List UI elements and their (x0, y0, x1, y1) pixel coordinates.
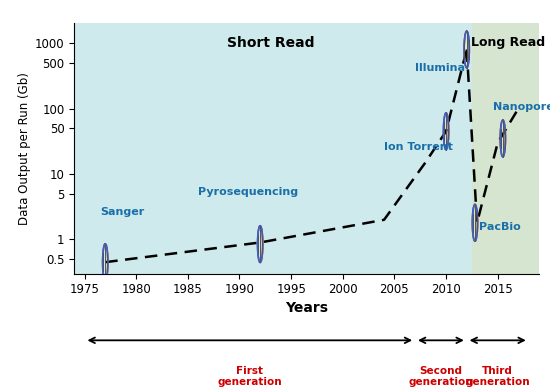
Bar (74, 23, 472, 274)
Text: Second
generation: Second generation (409, 366, 473, 387)
Text: Nanopore: Nanopore (493, 102, 550, 111)
Text: Pyrosequencing: Pyrosequencing (198, 187, 298, 197)
Text: PacBio: PacBio (479, 222, 521, 232)
Y-axis label: Data Output per Run (Gb): Data Output per Run (Gb) (18, 72, 31, 225)
Text: Illumina: Illumina (415, 63, 465, 73)
Bar (472, 23, 539, 274)
X-axis label: Years: Years (285, 301, 328, 315)
Text: Sanger: Sanger (100, 207, 144, 217)
Text: Third
generation: Third generation (465, 366, 530, 387)
Text: Long Read: Long Read (471, 36, 545, 49)
Text: First
generation: First generation (217, 366, 282, 387)
Text: Short Read: Short Read (227, 36, 314, 50)
Text: Ion Torrent: Ion Torrent (384, 142, 453, 152)
